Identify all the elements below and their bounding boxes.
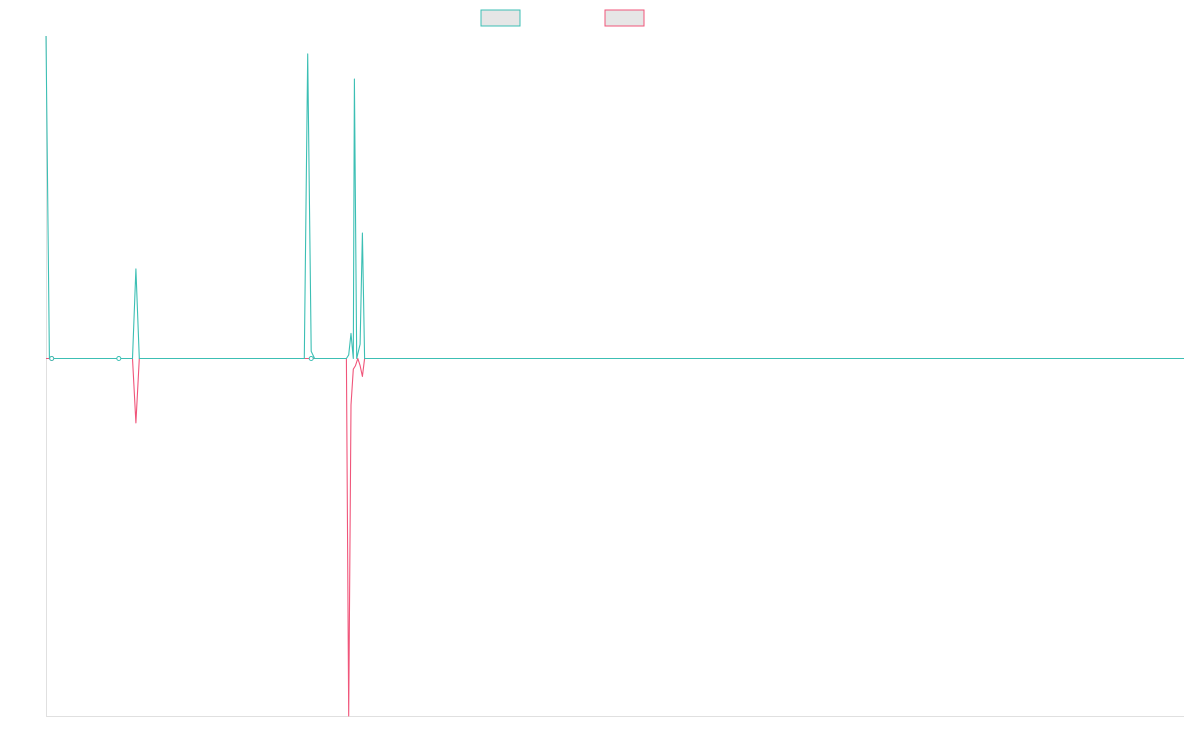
series-a-point-0 (49, 356, 55, 361)
series-a-point-1 (116, 356, 122, 361)
legend (480, 9, 645, 27)
series-a-point-2 (308, 356, 314, 361)
plot-area (45, 35, 1184, 717)
series-line-a (45, 35, 1184, 360)
axes (46, 36, 1184, 717)
legend-swatch-series-b (604, 9, 645, 27)
legend-swatch-series-a (480, 9, 521, 27)
series-line-b (46, 357, 1184, 717)
